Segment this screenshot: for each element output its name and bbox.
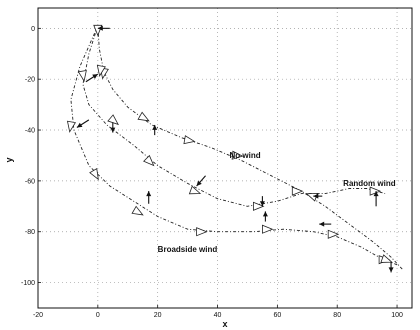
- boat-marker: [327, 229, 340, 239]
- marker-group: [66, 24, 393, 265]
- wind-arrow: [85, 73, 99, 83]
- boat-marker: [77, 69, 87, 83]
- boat-marker: [291, 186, 304, 196]
- boat-marker: [183, 135, 196, 145]
- boat-marker: [89, 168, 99, 181]
- boat-marker: [96, 64, 106, 77]
- boat-marker: [380, 254, 393, 263]
- series-line-3: [70, 25, 398, 266]
- grid: [37, 8, 412, 308]
- boat-marker: [107, 114, 119, 126]
- wind-arrow-group: [76, 25, 394, 273]
- y-tick-label: -100: [21, 280, 35, 287]
- wind-arrow-head: [146, 191, 152, 197]
- x-tick-label: 80: [333, 312, 341, 319]
- wind-arrow-head: [196, 180, 202, 186]
- wind-arrow: [262, 211, 268, 222]
- y-tick-label: 0: [31, 26, 35, 33]
- boat-marker: [188, 185, 202, 195]
- wind-arrow-head: [92, 74, 98, 79]
- annotation-label: No wind: [229, 151, 260, 160]
- wind-arrow: [319, 221, 332, 227]
- y-tick-label: -80: [25, 229, 35, 236]
- series-line-1: [97, 25, 404, 271]
- wind-arrow: [196, 175, 206, 187]
- boat-marker: [252, 201, 265, 211]
- wind-arrow: [313, 193, 323, 199]
- y-tick-label: -20: [25, 77, 35, 84]
- wind-arrow: [97, 25, 110, 31]
- annotations: No wind Random wind Broadside wind: [158, 151, 396, 254]
- wind-arrow-head: [388, 267, 394, 273]
- x-tick-label: 100: [391, 312, 403, 319]
- x-tick-label: -20: [33, 312, 43, 319]
- boat-marker: [143, 154, 155, 167]
- x-tick-label: 40: [214, 312, 222, 319]
- y-tick-label: -40: [25, 128, 35, 135]
- series-line-2: [82, 25, 386, 207]
- wind-arrow: [146, 191, 152, 204]
- x-tick-label: 60: [273, 312, 281, 319]
- boat-marker: [261, 224, 274, 234]
- wind-arrow: [110, 122, 116, 133]
- series-group: [70, 25, 404, 271]
- wind-arrow: [152, 124, 158, 136]
- boat-marker: [196, 227, 208, 237]
- wind-arrow: [388, 262, 394, 273]
- wind-arrow-head: [319, 221, 325, 227]
- plot-frame: [37, 7, 413, 309]
- wind-arrow-head: [110, 127, 116, 133]
- wind-arrow-head: [259, 201, 265, 207]
- tick-labels: -20 0 20 40 60 80 100 0 -20 -40 -60 -80 -100: [21, 26, 403, 319]
- wind-arrow-head: [313, 193, 319, 199]
- boat-marker: [131, 205, 144, 216]
- y-axis-label: y: [4, 157, 14, 162]
- annotation-label: Broadside wind: [158, 245, 218, 254]
- x-tick-label: 20: [154, 312, 162, 319]
- wind-arrow-head: [373, 191, 379, 197]
- wind-arrow: [76, 119, 90, 128]
- wind-arrow: [373, 191, 379, 207]
- wind-arrow-head: [97, 25, 103, 31]
- y-tick-label: -60: [25, 178, 35, 185]
- annotation-label: Random wind: [343, 179, 396, 188]
- wind-arrow-head: [76, 122, 83, 128]
- wind-arrow-head: [152, 124, 158, 130]
- x-axis-label: x: [222, 319, 227, 329]
- wind-arrow: [259, 196, 265, 207]
- x-tick-label: 0: [96, 312, 100, 319]
- boat-marker: [137, 111, 150, 122]
- boat-marker: [231, 150, 244, 160]
- wind-arrow-head: [262, 211, 268, 217]
- boat-marker: [66, 120, 77, 133]
